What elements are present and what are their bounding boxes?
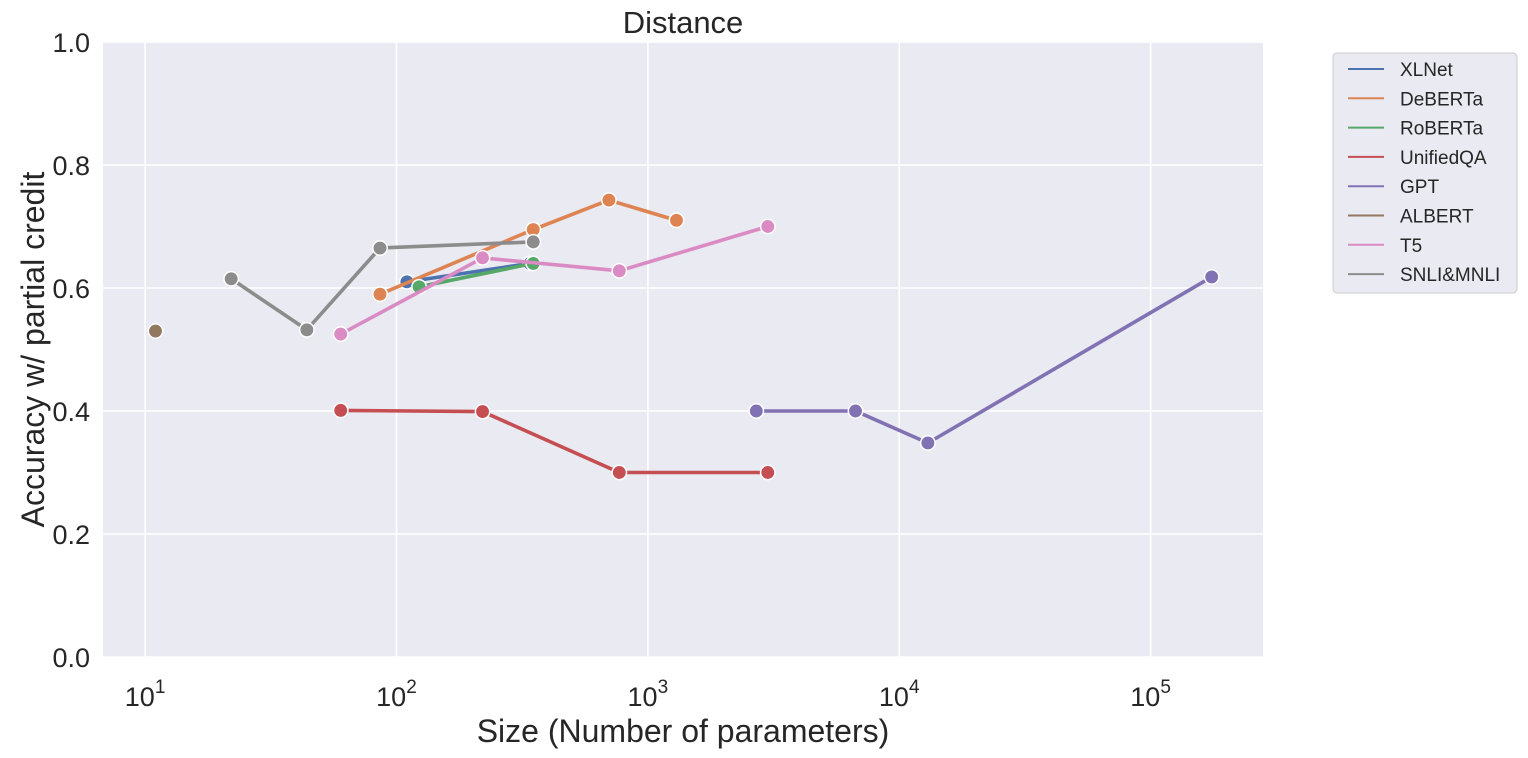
x-tick-exponent: 3 bbox=[658, 677, 669, 698]
data-point bbox=[147, 323, 164, 339]
data-point bbox=[474, 249, 491, 266]
grid bbox=[103, 41, 1263, 658]
series-t5 bbox=[332, 218, 776, 343]
legend-label: SNLI&MNLI bbox=[1400, 265, 1500, 286]
legend-label: GPT bbox=[1400, 177, 1439, 198]
data-point bbox=[759, 464, 776, 481]
x-tick-base: 10 bbox=[125, 682, 155, 712]
x-tick-exponent: 5 bbox=[1160, 677, 1171, 698]
series-unifiedqa bbox=[332, 402, 776, 481]
y-tick-label: 0.8 bbox=[52, 151, 90, 181]
data-point bbox=[668, 212, 685, 229]
chart-title: Distance bbox=[623, 5, 744, 40]
y-tick-label: 0.2 bbox=[52, 520, 90, 550]
data-point bbox=[759, 218, 776, 235]
series-albert bbox=[147, 323, 164, 339]
data-point bbox=[474, 403, 491, 420]
series-layer bbox=[147, 192, 1220, 481]
data-point bbox=[372, 240, 388, 256]
series-line bbox=[338, 408, 770, 475]
data-point bbox=[223, 270, 240, 287]
legend: XLNet DeBERTa RoBERTa UnifiedQA GPT ALBERT T5 S… bbox=[1332, 52, 1518, 294]
y-axis-label: Accuracy w/ partial credit bbox=[15, 172, 51, 528]
series-snli-mnli bbox=[223, 233, 542, 338]
x-axis-label: Size (Number of parameters) bbox=[477, 713, 890, 749]
legend-label: ALBERT bbox=[1400, 207, 1474, 228]
legend-label: UnifiedQA bbox=[1400, 148, 1487, 169]
data-point bbox=[600, 192, 617, 209]
data-point bbox=[847, 403, 864, 419]
data-point bbox=[372, 286, 388, 303]
data-point bbox=[919, 435, 936, 451]
x-tick-base: 10 bbox=[628, 682, 658, 712]
x-tick-exponent: 1 bbox=[155, 677, 166, 698]
x-tick-label: 104 bbox=[879, 677, 920, 712]
x-tick-exponent: 4 bbox=[909, 677, 920, 698]
x-tick-label: 103 bbox=[628, 677, 669, 712]
series-line bbox=[754, 275, 1214, 445]
y-tick-label: 0.0 bbox=[52, 643, 90, 673]
series-line bbox=[229, 240, 535, 332]
y-tick-label: 0.6 bbox=[52, 274, 90, 304]
series-line bbox=[338, 224, 770, 336]
x-tick-base: 10 bbox=[376, 682, 406, 712]
series-deberta bbox=[372, 192, 685, 303]
data-point bbox=[525, 233, 542, 250]
data-point bbox=[611, 464, 628, 481]
data-point bbox=[298, 321, 315, 338]
legend-label: T5 bbox=[1400, 236, 1422, 257]
legend-label: XLNet bbox=[1400, 60, 1454, 81]
series-gpt bbox=[748, 268, 1220, 451]
x-tick-label: 105 bbox=[1130, 677, 1171, 712]
data-point bbox=[332, 326, 349, 343]
legend-box bbox=[1332, 52, 1518, 294]
data-point bbox=[332, 402, 349, 419]
x-tick-base: 10 bbox=[879, 682, 909, 712]
legend-label: DeBERTa bbox=[1400, 89, 1484, 110]
plot-area bbox=[103, 42, 1263, 657]
y-tick-label: 1.0 bbox=[52, 28, 90, 58]
y-tick-label: 0.4 bbox=[52, 397, 90, 427]
x-tick-label: 102 bbox=[376, 677, 417, 712]
x-tick-label: 101 bbox=[125, 677, 166, 712]
data-point bbox=[1203, 268, 1220, 285]
x-tick-exponent: 2 bbox=[406, 677, 417, 698]
data-point bbox=[611, 262, 628, 279]
legend-label: RoBERTa bbox=[1400, 119, 1484, 140]
series-line bbox=[378, 198, 679, 296]
x-tick-base: 10 bbox=[1130, 682, 1160, 712]
data-point bbox=[748, 403, 765, 419]
